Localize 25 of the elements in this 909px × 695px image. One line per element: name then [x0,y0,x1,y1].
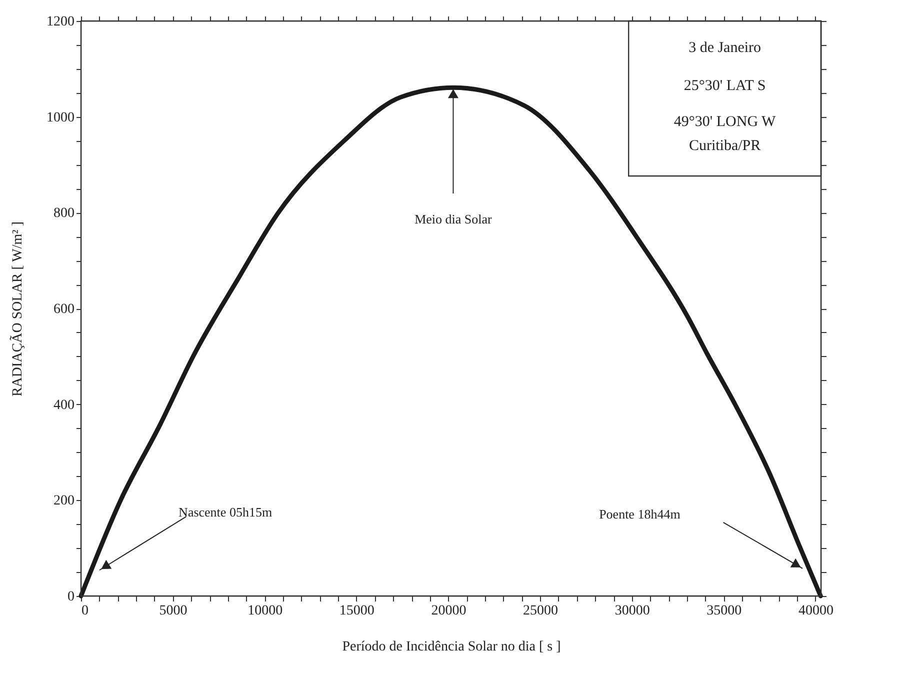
x-tick-label: 35000 [706,604,742,618]
y-tick-label: 1200 [46,14,74,30]
y-tick-label: 0 [68,590,74,604]
annotation: Poente 18h44m [599,506,680,522]
x-tick-label: 15000 [339,604,374,618]
annotation: Curitiba/PR [688,138,761,154]
x-tick-label: 25000 [523,604,558,618]
x-axis-title: Período de Incidência Solar no dia [ s ] [342,640,561,654]
x-tick-label: 20000 [431,604,466,618]
x-tick-label: 0 [82,604,88,618]
annotation: 3 de Janeiro [688,40,762,56]
annotation: Nascente 05h15m [178,504,272,520]
annotation: 25°30' LAT S [684,78,766,94]
y-axis-title: RADIAÇÃO SOLAR [ W/m² ] [10,221,26,397]
y-tick-label: 400 [54,398,74,413]
x-tick-label: 10000 [248,604,283,618]
annotation: Meio dia Solar [414,211,493,226]
y-tick-label: 600 [54,302,74,317]
x-tick-label: 5000 [159,604,188,618]
x-tick-label: 40000 [798,604,834,618]
annotation: 49°30' LONG W [674,114,777,130]
x-tick-label: 30000 [614,604,650,618]
y-tick-label: 1000 [46,110,74,126]
y-tick-label: 200 [54,494,74,509]
y-tick-label: 800 [54,206,74,222]
